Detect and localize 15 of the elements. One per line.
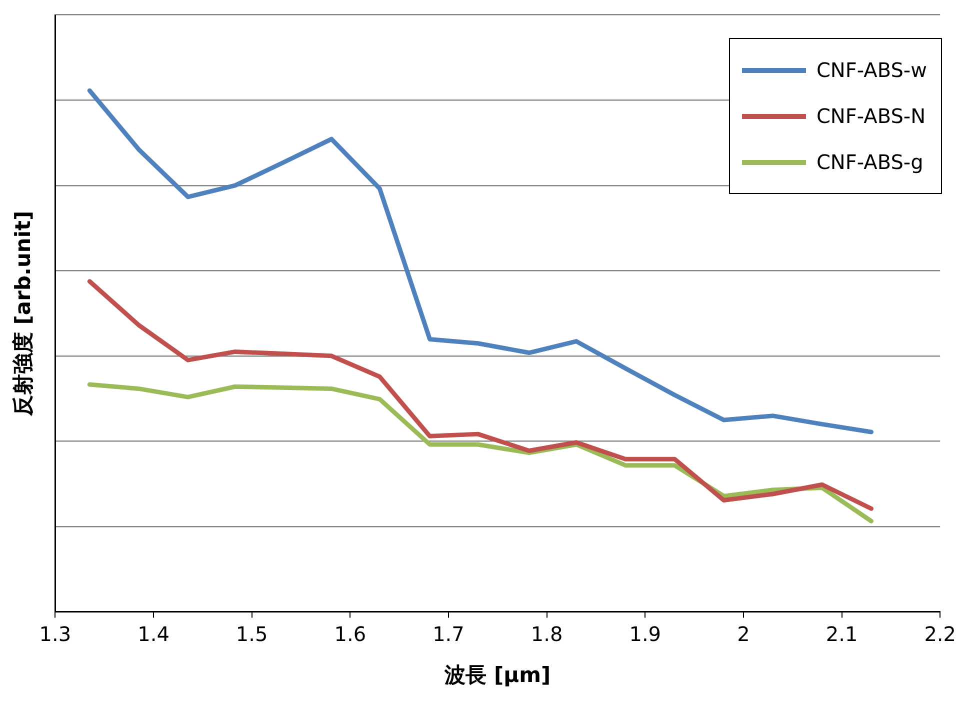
- x-tick-label: 1.8: [530, 622, 563, 646]
- legend-label: CNF-ABS-w: [816, 58, 927, 82]
- x-tick-label: 1.4: [138, 622, 170, 646]
- x-tick-label: 2.1: [826, 622, 858, 646]
- x-tick-label: 1.7: [432, 622, 464, 646]
- legend-label: CNF-ABS-N: [816, 104, 926, 128]
- x-tick-label: 2: [737, 622, 750, 646]
- x-axis-title: 波長 [μm]: [444, 662, 551, 687]
- x-tick-label: 2.2: [924, 622, 956, 646]
- x-tick-label: 1.5: [236, 622, 268, 646]
- x-tick-label: 1.9: [629, 622, 662, 646]
- x-tick-label: 1.6: [334, 622, 366, 646]
- x-tick-label: 1.3: [39, 622, 72, 646]
- legend-label: CNF-ABS-g: [816, 150, 924, 174]
- y-axis-title: 反射強度 [arb.unit]: [11, 210, 36, 417]
